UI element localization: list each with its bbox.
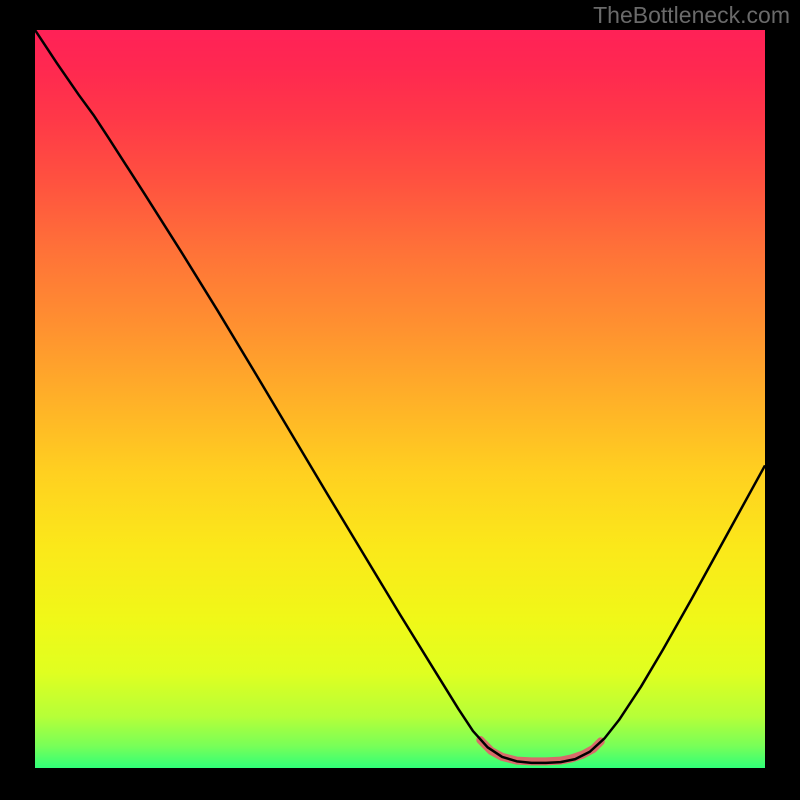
plot-area — [35, 30, 765, 768]
watermark-text: TheBottleneck.com — [593, 2, 790, 29]
chart-svg — [35, 30, 765, 768]
gradient-background — [35, 30, 765, 768]
chart-container: TheBottleneck.com — [0, 0, 800, 800]
